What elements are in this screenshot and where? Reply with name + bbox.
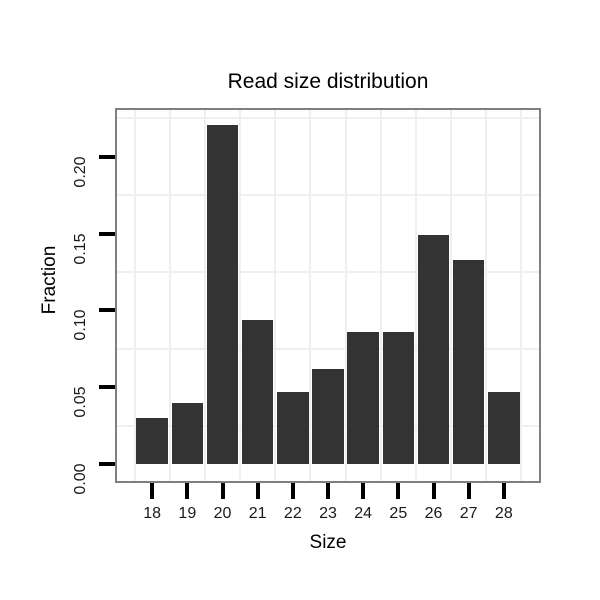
y-axis-title: Fraction (39, 245, 60, 315)
x-tick-label: 22 (283, 505, 302, 522)
y-tick (99, 154, 115, 159)
y-tick (99, 231, 115, 236)
x-tick (361, 483, 366, 499)
bar (382, 331, 415, 465)
y-tick (99, 308, 115, 313)
x-minor-gridline (239, 110, 242, 481)
x-minor-gridline (203, 110, 206, 481)
x-minor-gridline (485, 110, 488, 481)
x-tick-label: 24 (354, 505, 373, 522)
x-minor-gridline (274, 110, 277, 481)
plot-panel-border (115, 108, 541, 483)
x-tick-label: 18 (143, 505, 162, 522)
bar (488, 391, 520, 465)
x-tick (466, 483, 471, 499)
x-tick-label: 28 (494, 505, 513, 522)
y-minor-gridline (117, 194, 539, 197)
x-minor-gridline (168, 110, 171, 481)
x-minor-gridline (414, 110, 417, 481)
x-tick-label: 27 (459, 505, 478, 522)
x-tick (150, 483, 155, 499)
x-minor-gridline (133, 110, 136, 481)
bar (206, 124, 239, 465)
bar (171, 402, 204, 465)
x-minor-gridline (344, 110, 347, 481)
bar (136, 418, 168, 465)
y-tick-label: 0.20 (72, 156, 89, 188)
y-tick-label: 0.15 (72, 233, 89, 265)
x-tick-label: 20 (213, 505, 232, 522)
y-tick (99, 385, 115, 390)
x-axis-title: Size (309, 532, 347, 553)
x-tick (185, 483, 190, 499)
x-tick (326, 483, 330, 499)
x-minor-gridline (309, 110, 312, 481)
x-tick (396, 483, 401, 499)
x-tick-label: 21 (248, 505, 267, 522)
x-minor-gridline (520, 110, 523, 481)
y-tick (99, 462, 115, 467)
x-minor-gridline (379, 110, 382, 481)
chart-title: Read size distribution (227, 70, 429, 93)
y-minor-gridline (117, 117, 539, 120)
x-tick (220, 483, 225, 499)
y-tick-label: 0.00 (72, 463, 89, 495)
x-tick-label: 25 (389, 505, 408, 522)
bar (417, 235, 450, 465)
x-tick (255, 483, 260, 499)
x-minor-gridline (450, 110, 453, 481)
bar (277, 391, 309, 465)
x-tick-label: 26 (424, 505, 443, 522)
y-minor-gridline (117, 347, 539, 350)
x-tick (501, 483, 506, 499)
x-tick-label: 23 (319, 505, 337, 522)
y-minor-gridline (117, 271, 539, 274)
x-tick (290, 483, 295, 499)
x-tick (431, 483, 436, 499)
x-tick-label: 19 (178, 505, 197, 522)
bar (347, 331, 379, 465)
y-tick-label: 0.10 (72, 309, 89, 342)
bar (312, 368, 344, 465)
y-tick-label: 0.05 (72, 386, 89, 418)
bar (241, 319, 274, 465)
bar (452, 259, 485, 465)
